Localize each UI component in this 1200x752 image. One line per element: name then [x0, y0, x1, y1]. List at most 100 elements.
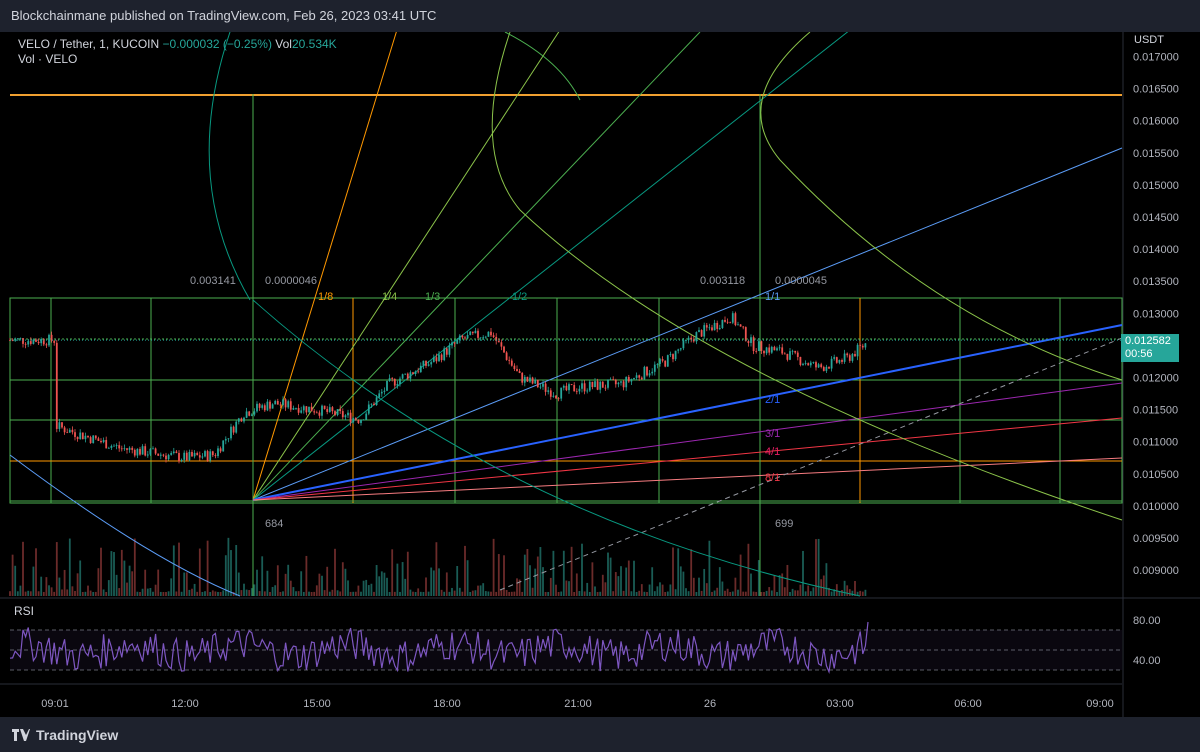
candle-body: [102, 440, 105, 443]
candle-body: [729, 322, 732, 324]
volume-bar: [237, 572, 240, 596]
y-tick-label: 0.015000: [1133, 180, 1179, 192]
volume-bar: [531, 587, 534, 596]
volume-bar: [68, 538, 71, 596]
volume-bar: [796, 590, 799, 596]
volume-bar: [607, 552, 609, 596]
y-tick-label: 0.014500: [1133, 212, 1179, 224]
candle-body: [42, 338, 45, 345]
candle-body: [391, 378, 394, 379]
volume-bar: [19, 585, 22, 596]
y-tick-label: 0.010500: [1133, 469, 1179, 481]
volume-bar: [786, 564, 789, 596]
candle-body: [133, 449, 136, 456]
volume-bar: [555, 584, 557, 596]
candle-body: [211, 451, 214, 456]
candle-body: [386, 380, 388, 391]
candle-body: [490, 331, 492, 336]
volume-bar: [804, 591, 807, 596]
candle-body: [690, 337, 693, 340]
candle-body: [583, 383, 586, 392]
volume-bar: [357, 585, 360, 596]
volume-bar: [401, 562, 404, 596]
volume-bar: [586, 582, 589, 596]
candle-body: [14, 339, 17, 341]
candle-body: [412, 372, 414, 374]
candle-body: [149, 448, 152, 455]
x-tick-label: 26: [704, 698, 716, 710]
volume-bar: [152, 591, 154, 596]
volume-indicator-legend[interactable]: Vol · VELO: [18, 52, 78, 66]
volume-bar: [388, 591, 391, 596]
candle-body: [718, 328, 721, 329]
volume-bar: [222, 590, 225, 596]
candle-body: [87, 435, 89, 438]
volume-bar: [318, 573, 321, 596]
tradingview-brand[interactable]: TradingView: [12, 727, 118, 743]
candle-body: [22, 338, 24, 344]
chart-canvas[interactable]: 80.00 40.00 0.017000 0.016500 0.016000 0.015…: [0, 32, 1200, 717]
candle-body: [770, 346, 773, 353]
candle-body: [175, 451, 178, 453]
symbol-legend[interactable]: VELO / Tether, 1, KUCOIN −0.000032 (−0.2…: [18, 36, 337, 52]
volume-bar: [248, 590, 251, 596]
volume-bar: [162, 591, 165, 596]
volume-bar: [310, 591, 313, 596]
volume-bar: [724, 590, 726, 596]
candle-body: [120, 448, 123, 450]
candle-body: [237, 418, 240, 422]
candle-body: [731, 313, 734, 323]
rsi-lower-label: 40.00: [1133, 655, 1161, 667]
candle-body: [705, 325, 708, 328]
candle-body: [11, 340, 14, 342]
x-tick-label: 06:00: [954, 698, 982, 710]
volume-bar: [464, 545, 466, 596]
volume-bar: [599, 591, 602, 596]
candle-body: [828, 366, 830, 369]
rsi-label[interactable]: RSI: [14, 604, 35, 618]
volume-bar: [289, 580, 292, 596]
y-tick-label: 0.012000: [1133, 373, 1179, 385]
candle-body: [661, 359, 664, 361]
volume-bar: [830, 591, 833, 596]
volume-bar: [204, 591, 206, 596]
candle-body: [232, 426, 235, 433]
volume-bar: [201, 591, 204, 596]
volume-bar: [300, 571, 303, 596]
volume-bar: [105, 591, 108, 596]
gann-arc: [491, 32, 1123, 521]
price-change: −0.000032 (−0.25%): [162, 37, 272, 51]
candle-body: [648, 373, 651, 376]
volume-bar: [367, 585, 370, 596]
candle-body: [555, 395, 557, 399]
candle-body: [292, 408, 295, 410]
candle-body: [136, 448, 139, 456]
symbol-name[interactable]: VELO / Tether, 1, KUCOIN: [18, 37, 160, 51]
candle-body: [100, 440, 102, 443]
volume-bar: [336, 590, 339, 596]
volume-bar: [742, 591, 745, 596]
volume-bar: [799, 584, 802, 596]
candle-body: [76, 436, 79, 439]
candle-body: [282, 399, 284, 406]
candle-body: [822, 367, 825, 371]
candle-body: [183, 452, 186, 460]
candle-body: [776, 348, 778, 351]
gann-arc: [252, 299, 861, 597]
candle-body: [63, 427, 66, 433]
volume-bar: [240, 590, 243, 596]
volume-bar: [705, 583, 708, 596]
candle-body: [248, 411, 251, 416]
candle-body: [451, 342, 453, 346]
volume-bar: [35, 548, 37, 596]
volume-bar: [536, 556, 539, 596]
candle-body: [739, 324, 742, 327]
candle-body: [105, 440, 108, 449]
volume-bar: [822, 575, 825, 596]
candle-body: [453, 342, 456, 344]
candle-body: [422, 360, 425, 366]
candle-body: [682, 340, 685, 349]
candle-body: [276, 400, 279, 405]
volume-bar: [622, 590, 625, 596]
volume-bar: [679, 566, 682, 596]
